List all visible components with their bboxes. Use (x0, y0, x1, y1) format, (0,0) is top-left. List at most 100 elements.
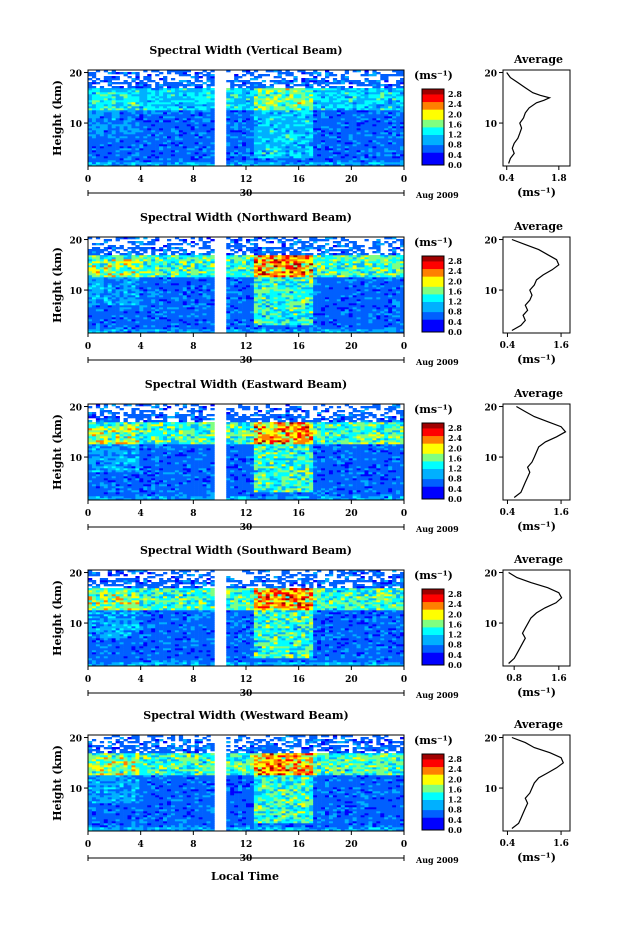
colorbar-segment (422, 445, 444, 449)
colorbar-tick-label: 2.0 (448, 774, 462, 784)
colorbar-tick-label: 2.8 (448, 423, 462, 433)
colorbar-segment (422, 627, 444, 630)
colorbar-tick-label: 1.2 (448, 464, 462, 474)
colorbar-segment (422, 91, 444, 95)
colorbar-segment (422, 809, 444, 813)
colorbar-unit: (ms⁻¹) (414, 734, 453, 747)
colorbar-segment (422, 144, 444, 148)
colorbar-segment (422, 756, 444, 760)
x-tick-label: 0 (401, 675, 407, 685)
colorbar-segment (422, 616, 444, 620)
colorbar (422, 423, 444, 500)
x-tick-label: 0 (85, 840, 91, 850)
colorbar-segment (422, 476, 444, 480)
colorbar-segment (422, 493, 444, 497)
colorbar-segment (422, 101, 444, 105)
colorbar-segment (422, 789, 444, 793)
average-y-tick-label: 20 (484, 70, 497, 80)
colorbar-segment (422, 779, 444, 783)
colorbar-segment (422, 802, 444, 806)
x-tick-label: 16 (292, 509, 305, 519)
x-tick-label: 20 (345, 342, 358, 352)
average-x-tick-label: 1.6 (553, 508, 569, 518)
colorbar-segment (422, 473, 444, 477)
colorbar-segment (422, 764, 444, 768)
colorbar-segment (422, 591, 444, 595)
colorbar-segment (422, 256, 444, 259)
colorbar-segment (422, 812, 444, 816)
colorbar-segment (422, 321, 444, 325)
average-x-tick-label: 0.4 (500, 839, 516, 849)
colorbar-segment (422, 142, 444, 146)
colorbar (422, 589, 444, 666)
colorbar-segment (422, 273, 444, 277)
colorbar-tick-label: 1.2 (448, 795, 462, 805)
colorbar-tick-label: 1.6 (448, 784, 462, 794)
date-label: 30 (240, 854, 253, 864)
colorbar-segment (422, 652, 444, 656)
average-x-tick-label: 1.6 (553, 341, 569, 351)
colorbar-tick-label: 2.8 (448, 754, 462, 764)
colorbar-segment (422, 649, 444, 653)
colorbar-segment (422, 121, 444, 125)
colorbar-segment (422, 491, 444, 495)
colorbar-segment (422, 316, 444, 320)
colorbar-segment (422, 601, 444, 605)
y-tick-label: 20 (69, 735, 82, 745)
x-tick-label: 12 (240, 840, 253, 850)
colorbar-segment (422, 604, 444, 608)
panel-1: Spectral Width (Vertical Beam) 20 10 Height… (51, 44, 571, 200)
colorbar-segment (422, 776, 444, 780)
x-tick-label: 16 (292, 675, 305, 685)
x-tick-label: 0 (401, 342, 407, 352)
average-y-tick-label: 20 (484, 735, 497, 745)
colorbar-unit: (ms⁻¹) (414, 69, 453, 82)
x-tick-label: 8 (190, 342, 196, 352)
average-y-tick-label: 10 (484, 454, 497, 464)
y-axis-label: Height (km) (51, 414, 64, 490)
x-axis-label: Local Time (211, 870, 279, 883)
colorbar-tick-label: 0.4 (448, 650, 462, 660)
colorbar-tick-label: 2.4 (448, 599, 462, 609)
colorbar-segment (422, 278, 444, 282)
date-label: 30 (240, 356, 253, 366)
average-y-tick-label: 10 (484, 620, 497, 630)
colorbar-segment (422, 799, 444, 803)
x-tick-label: 8 (190, 175, 196, 185)
colorbar-tick-label: 0.8 (448, 640, 462, 650)
colorbar-segment (422, 771, 444, 775)
colorbar-segment (422, 147, 444, 151)
colorbar-segment (422, 621, 444, 625)
colorbar-segment (422, 619, 444, 623)
colorbar-segment (422, 137, 444, 141)
colorbar-segment (422, 154, 444, 158)
average-x-tick-label: 1.6 (553, 839, 569, 849)
x-tick-label: 20 (345, 175, 358, 185)
colorbar-frame (421, 422, 445, 500)
y-axis-label: Height (km) (51, 580, 64, 656)
colorbar-segment (422, 483, 444, 487)
y-tick-label: 20 (69, 70, 82, 80)
colorbar-segment (422, 443, 444, 447)
date-label: 30 (240, 189, 253, 199)
average-frame (502, 403, 571, 501)
x-tick-label: 20 (345, 675, 358, 685)
x-tick-label: 16 (292, 840, 305, 850)
colorbar-segment (422, 458, 444, 462)
colorbar-segment (422, 428, 444, 431)
colorbar-segment (422, 450, 444, 454)
month-label: Aug 2009 (415, 855, 459, 865)
panel-4: Spectral Width (Southward Beam) 20 10 Heigh… (51, 544, 571, 700)
colorbar-segment (422, 127, 444, 130)
colorbar (422, 754, 444, 831)
colorbar-tick-label: 0.0 (448, 825, 462, 835)
colorbar-segment (422, 301, 444, 305)
colorbar-segment (422, 629, 444, 633)
colorbar-segment (422, 288, 444, 292)
colorbar-segment (422, 425, 444, 429)
colorbar-segment (422, 804, 444, 808)
colorbar-segment (422, 754, 444, 757)
colorbar-tick-label: 2.4 (448, 266, 462, 276)
average-y-tick-label: 10 (484, 287, 497, 297)
